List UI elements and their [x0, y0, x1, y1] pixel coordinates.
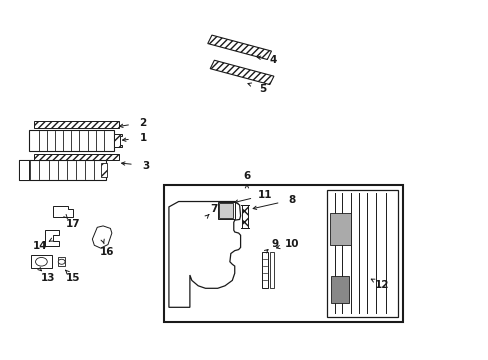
Polygon shape	[242, 205, 248, 228]
Polygon shape	[53, 206, 73, 217]
Text: 16: 16	[100, 247, 114, 257]
Text: 9: 9	[271, 239, 278, 249]
Text: 5: 5	[259, 84, 266, 94]
Text: 1: 1	[139, 133, 146, 143]
Circle shape	[58, 259, 65, 264]
Text: 12: 12	[374, 280, 388, 290]
Text: 6: 6	[243, 171, 250, 181]
Text: 15: 15	[65, 273, 80, 283]
Text: 14: 14	[32, 241, 47, 251]
Polygon shape	[269, 252, 273, 288]
Text: 2: 2	[139, 118, 146, 128]
Polygon shape	[92, 226, 112, 248]
Polygon shape	[261, 252, 267, 288]
Polygon shape	[58, 257, 65, 266]
Polygon shape	[217, 202, 234, 220]
Text: 17: 17	[65, 219, 80, 229]
Polygon shape	[329, 213, 350, 245]
Polygon shape	[327, 190, 397, 317]
Polygon shape	[31, 255, 52, 268]
Polygon shape	[210, 60, 273, 85]
Text: 7: 7	[210, 204, 218, 215]
Text: 11: 11	[257, 190, 272, 200]
Polygon shape	[101, 163, 107, 177]
Polygon shape	[19, 160, 29, 180]
Polygon shape	[34, 121, 119, 128]
Polygon shape	[44, 230, 59, 246]
Circle shape	[36, 257, 47, 266]
Text: 3: 3	[142, 161, 149, 171]
Text: 13: 13	[41, 273, 56, 283]
Polygon shape	[29, 130, 114, 151]
Text: 10: 10	[285, 239, 299, 249]
Polygon shape	[219, 203, 233, 219]
Polygon shape	[163, 185, 402, 321]
Polygon shape	[168, 202, 240, 307]
Polygon shape	[330, 276, 348, 303]
Polygon shape	[114, 134, 122, 147]
Text: 4: 4	[268, 55, 276, 65]
Polygon shape	[34, 154, 119, 159]
Polygon shape	[19, 160, 105, 180]
Text: 8: 8	[288, 195, 295, 205]
Polygon shape	[207, 35, 271, 59]
